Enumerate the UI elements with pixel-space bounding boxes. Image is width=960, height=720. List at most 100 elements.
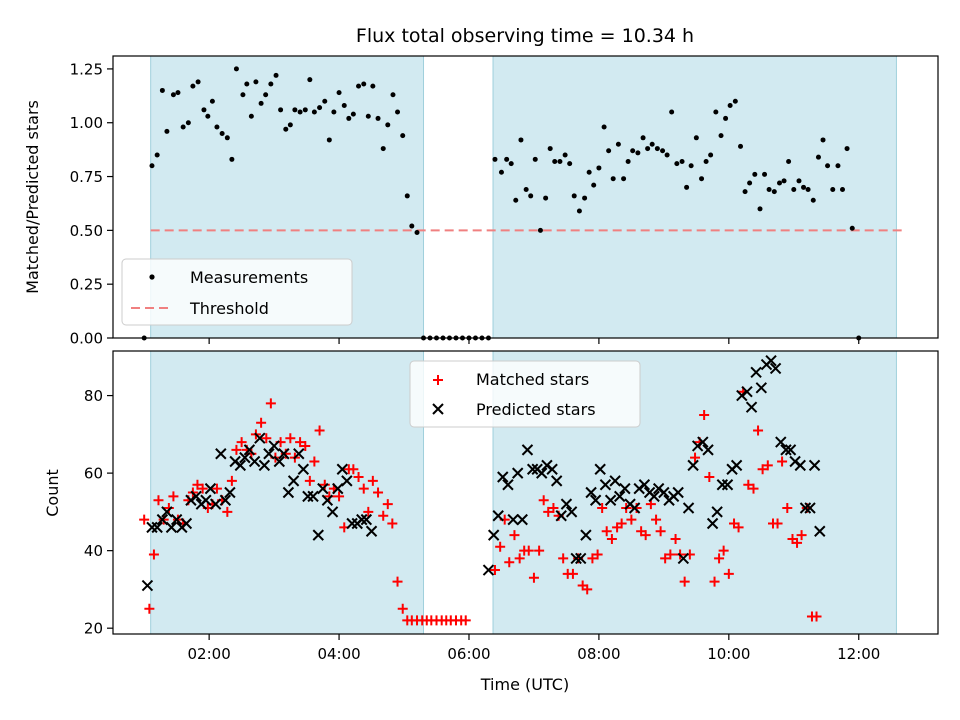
matched-star-point xyxy=(353,471,364,482)
matched-star-point xyxy=(582,584,593,595)
measurement-point xyxy=(205,113,211,119)
measurement-point xyxy=(810,197,816,203)
predicted-star-point xyxy=(682,502,695,514)
measurement-point xyxy=(674,161,680,167)
measurement-point xyxy=(185,120,191,126)
legend-threshold-label: Threshold xyxy=(189,299,269,318)
matched-star-point xyxy=(295,437,306,448)
measurement-point xyxy=(615,141,621,147)
measurement-point xyxy=(229,156,235,162)
predicted-star-point xyxy=(580,529,592,541)
measurement-point xyxy=(830,186,836,192)
measurement-point xyxy=(390,92,396,98)
matched-star-point xyxy=(489,565,500,576)
measurement-point xyxy=(263,92,269,98)
matched-star-point xyxy=(626,514,637,525)
measurement-point xyxy=(679,158,685,164)
predicted-star-point xyxy=(599,479,612,491)
matched-star-point xyxy=(709,576,720,587)
predicted-star-point xyxy=(507,513,519,526)
predicted-star-point xyxy=(604,494,617,506)
matched-star-point xyxy=(699,409,710,420)
predicted-star-point xyxy=(628,502,641,514)
measurement-point xyxy=(649,141,655,147)
predicted-star-point xyxy=(555,510,567,522)
measurement-point xyxy=(557,158,563,164)
matched-star-point xyxy=(592,549,603,560)
top-x-ticks xyxy=(208,338,860,344)
top-plot-frame xyxy=(112,55,939,339)
matched-star-point xyxy=(148,549,159,560)
predicted-star-point xyxy=(219,494,232,506)
measurement-point xyxy=(786,158,792,164)
measurement-point xyxy=(576,208,582,214)
measurement-point xyxy=(718,133,724,139)
measurement-point xyxy=(248,113,254,119)
matched-star-point xyxy=(309,456,320,467)
predicted-star-point xyxy=(293,448,305,460)
legend-matched-marker xyxy=(433,375,443,385)
predicted-star-point xyxy=(521,444,534,456)
predicted-star-point xyxy=(741,385,753,398)
predicted-star-point xyxy=(516,513,528,526)
matched-star-point xyxy=(772,518,783,529)
matched-star-point xyxy=(265,398,276,409)
matched-star-point xyxy=(714,553,725,564)
measurement-point xyxy=(547,146,553,152)
measurement-point xyxy=(738,143,744,149)
bottom-legend-box xyxy=(409,360,641,428)
measurement-point xyxy=(528,193,534,199)
measurement-point xyxy=(400,133,406,139)
matched-star-point xyxy=(606,534,617,545)
matched-star-point xyxy=(567,568,578,579)
predicted-star-point xyxy=(341,475,353,487)
y-tick-label: 0.00 xyxy=(70,330,103,348)
predicted-star-point xyxy=(814,525,826,537)
measurement-point xyxy=(154,152,160,158)
measurement-point xyxy=(708,152,714,158)
matched-star-point xyxy=(334,491,345,502)
top-y-axis-label: Matched/Predicted stars xyxy=(23,100,42,294)
matched-star-point xyxy=(723,568,734,579)
legend-measurements-label: Measurements xyxy=(190,268,308,287)
predicted-star-point xyxy=(575,552,587,565)
predicted-star-point xyxy=(648,490,660,503)
predicted-star-point xyxy=(755,382,768,394)
predicted-star-point xyxy=(594,463,606,475)
y-tick-label: 40 xyxy=(84,542,103,560)
y-tick-label: 1.00 xyxy=(70,114,103,132)
measurement-point xyxy=(273,72,279,78)
measurement-point xyxy=(395,109,401,115)
predicted-star-point xyxy=(492,510,504,522)
predicted-star-point xyxy=(560,498,573,510)
measurement-point xyxy=(518,137,524,143)
predicted-star-point xyxy=(589,494,602,506)
matched-star-point xyxy=(538,495,549,506)
predicted-star-point xyxy=(687,459,699,472)
predicted-star-point xyxy=(263,448,275,460)
predicted-star-point xyxy=(254,432,266,444)
matched-star-point xyxy=(792,537,803,548)
measurement-point xyxy=(688,163,694,169)
measurement-point xyxy=(336,90,342,96)
predicted-star-point xyxy=(677,552,690,565)
predicted-star-point xyxy=(808,459,821,472)
measurement-point xyxy=(621,176,627,182)
matched-star-point xyxy=(363,506,374,517)
predicted-star-point xyxy=(765,354,777,367)
top-y-ticks: 0.00 0.25 0.50 0.75 1.00 1.25 xyxy=(70,60,113,348)
bottom-plot-frame xyxy=(112,350,939,635)
measurement-point xyxy=(703,158,709,164)
predicted-star-point xyxy=(526,463,539,475)
matched-star-point xyxy=(587,553,598,564)
measurement-point xyxy=(370,83,376,89)
predicted-star-point xyxy=(804,502,816,514)
measurement-point xyxy=(190,83,196,89)
matched-star-point xyxy=(534,545,545,556)
predicted-star-points xyxy=(141,354,826,592)
predicted-star-point xyxy=(307,490,319,503)
measurement-point xyxy=(297,109,303,115)
legend-matched-label: Matched stars xyxy=(476,370,589,389)
matched-star-point xyxy=(226,475,237,486)
matched-star-point xyxy=(373,487,384,498)
